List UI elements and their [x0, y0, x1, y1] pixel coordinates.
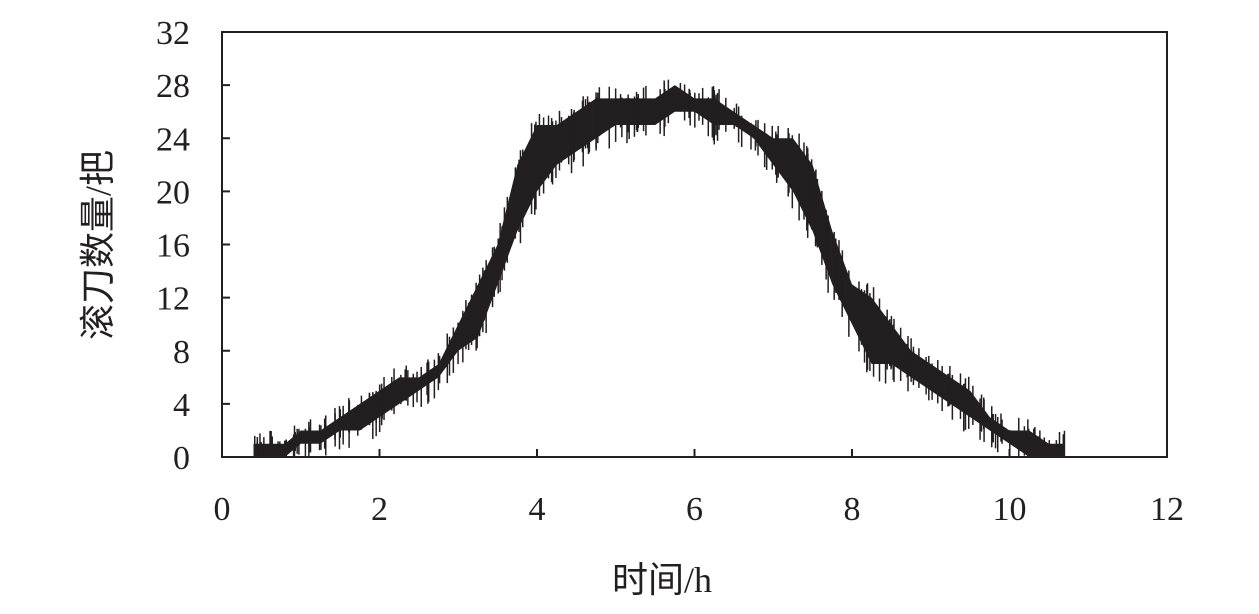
y-tick-label: 32 [156, 15, 190, 52]
y-tick-label: 16 [156, 228, 190, 265]
series-band [253, 85, 1065, 457]
x-axis-label: 时间/h [612, 560, 712, 600]
y-tick-label: 4 [173, 387, 190, 424]
y-tick-label: 28 [156, 68, 190, 105]
x-tick-label: 8 [844, 491, 861, 528]
y-tick-label: 20 [156, 174, 190, 211]
x-tick-label: 2 [371, 491, 388, 528]
y-tick-label: 8 [173, 334, 190, 371]
y-tick-label: 12 [156, 281, 190, 318]
x-tick-label: 12 [1150, 491, 1184, 528]
y-tick-label: 0 [173, 440, 190, 477]
x-tick-label: 10 [993, 491, 1027, 528]
y-tick-label: 24 [156, 121, 190, 158]
y-axis-label: 滚刀数量/把 [78, 150, 118, 340]
axis-ticks [222, 84, 1011, 457]
x-tick-labels: 0 2 4 6 8 10 12 [214, 491, 1185, 528]
x-tick-label: 6 [686, 491, 703, 528]
x-tick-label: 0 [214, 491, 231, 528]
data-series [253, 79, 1066, 457]
x-tick-label: 4 [529, 491, 546, 528]
y-tick-labels: 0 4 8 12 16 20 24 28 32 [156, 15, 190, 477]
